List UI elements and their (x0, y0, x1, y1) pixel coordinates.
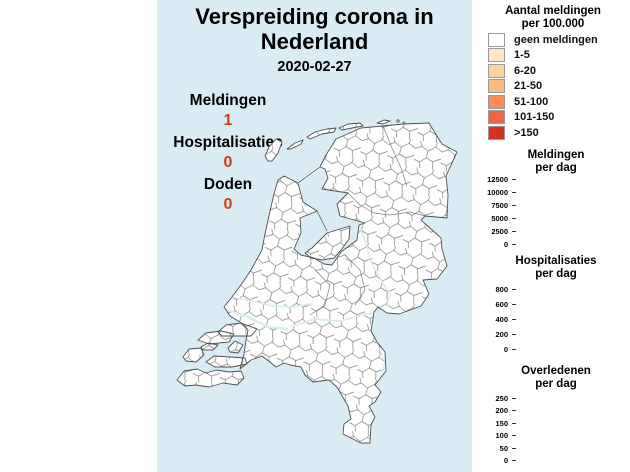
axis-tick: 12500 (472, 173, 516, 186)
stat-value-hospitalisaties: 0 (223, 154, 233, 171)
chart-heading-hospitalisaties: Hospitalisaties per dag (490, 255, 622, 280)
legend-swatch (488, 63, 505, 78)
houtribdijk-line (316, 210, 328, 232)
title-line1: Verspreiding corona in (195, 4, 434, 29)
legend-item: 21-50 (488, 79, 598, 95)
axis-tick: 0 (472, 342, 516, 357)
legend-swatch (488, 32, 505, 47)
stat-value-meldingen: 1 (223, 112, 233, 129)
legend-title-line1: Aantal meldingen (505, 5, 601, 17)
chart-heading-meldingen: Meldingen per dag (490, 149, 622, 174)
tick-mark (512, 410, 516, 412)
chart-heading-line2: per dag (535, 267, 577, 280)
chart-heading-line1: Overledenen (521, 365, 591, 377)
chart-heading-line2: per dag (535, 377, 577, 390)
legend-label: 1-5 (514, 49, 530, 62)
page-title: Verspreiding corona in Nederland 2020-02… (157, 4, 472, 75)
legend-label: 6-20 (514, 64, 537, 77)
axis-tick: 10000 (472, 186, 516, 199)
axis-tick: 2500 (472, 225, 516, 238)
axis-tick: 600 (472, 297, 516, 312)
legend-item: >150 (488, 125, 598, 141)
tick-mark (512, 460, 516, 462)
tick-mark (512, 304, 516, 305)
legend-item: 51-100 (488, 94, 598, 110)
side-panel-background (472, 0, 630, 472)
tick-mark (512, 179, 516, 180)
stat-label-hospitalisaties: Hospitalisaties (173, 134, 283, 151)
axis-tick: 250 (472, 392, 516, 405)
tick-mark (512, 218, 516, 219)
stat-label-doden: Doden (203, 176, 253, 193)
tick-mark (512, 192, 516, 193)
legend-item: geen meldingen (488, 32, 598, 48)
legend-label: 21-50 (514, 80, 543, 93)
legend-title: Aantal meldingen per 100.000 (480, 5, 626, 31)
chart-heading-overledenen: Overledenen per dag (490, 365, 622, 390)
stats-block: Meldingen 1 Hospitalisaties 0 Doden 0 (157, 88, 299, 218)
chart-heading-line2: per dag (535, 161, 577, 174)
y-axis-hospitalisaties: 800 600 400 200 0 (472, 282, 516, 357)
legend-label: >150 (514, 126, 539, 139)
axis-tick: 200 (472, 405, 516, 418)
legend-title-line2: per 100.000 (521, 18, 585, 30)
tick-mark (512, 397, 516, 399)
municipality-borders (177, 123, 457, 443)
axis-tick: 400 (472, 312, 516, 327)
tick-mark (512, 231, 516, 232)
tick-mark (512, 319, 516, 320)
chart-heading-line1: Hospitalisaties (515, 255, 597, 267)
afsluitdijk-line (297, 166, 321, 184)
legend-item: 1-5 (488, 48, 598, 64)
legend-label: geen meldingen (514, 33, 598, 46)
stat-value-doden: 0 (223, 196, 233, 213)
axis-tick: 0 (472, 455, 516, 468)
legend-swatch (488, 48, 505, 63)
title-date: 2020-02-27 (277, 59, 352, 75)
y-axis-overledenen: 250 200 150 100 50 0 (472, 392, 516, 467)
y-axis-meldingen: 12500 10000 7500 5000 2500 0 (472, 173, 516, 251)
legend-item: 6-20 (488, 63, 598, 79)
axis-tick: 50 (472, 442, 516, 455)
tick-mark (512, 447, 516, 449)
stat-label-meldingen: Meldingen (189, 92, 267, 109)
tick-mark (512, 349, 516, 350)
title-line2: Nederland (260, 29, 369, 54)
axis-tick: 7500 (472, 199, 516, 212)
legend-swatch (488, 110, 505, 125)
axis-tick: 200 (472, 327, 516, 342)
legend-label: 101-150 (514, 111, 555, 124)
legend-item: 101-150 (488, 110, 598, 126)
chart-heading-line1: Meldingen (527, 149, 585, 161)
axis-tick: 5000 (472, 212, 516, 225)
tick-mark (512, 435, 516, 437)
tick-mark (512, 422, 516, 424)
netherlands-municipalities-map (176, 119, 458, 444)
tick-mark (512, 334, 516, 335)
legend-swatch (488, 94, 505, 109)
tick-mark (512, 244, 516, 245)
tick-mark (512, 289, 516, 290)
tick-mark (512, 205, 516, 206)
legend-swatch (488, 125, 505, 140)
legend-swatch (488, 79, 505, 94)
axis-tick: 0 (472, 238, 516, 251)
legend-label: 51-100 (514, 95, 549, 108)
axis-tick: 150 (472, 417, 516, 430)
rottum-islets (396, 119, 406, 125)
axis-tick: 100 (472, 430, 516, 443)
axis-tick: 800 (472, 282, 516, 297)
legend: geen meldingen 1-5 6-20 21-50 51-100 101… (488, 32, 598, 141)
